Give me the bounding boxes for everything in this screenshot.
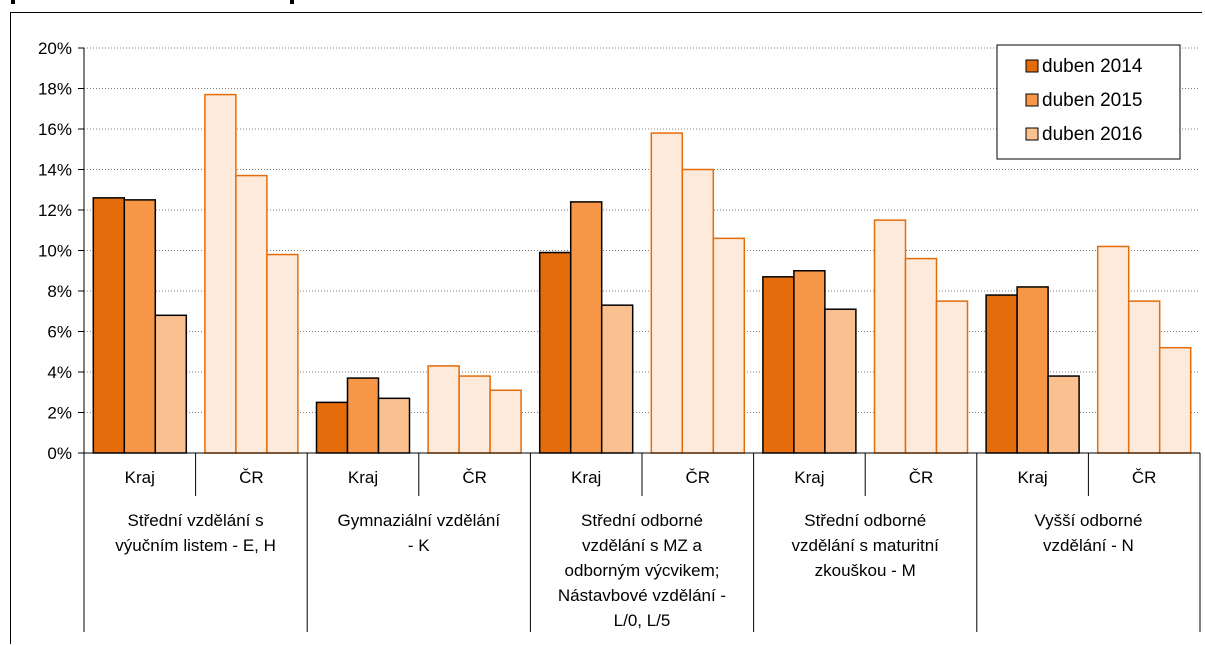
group-label: Gymnaziální vzdělání	[338, 511, 501, 530]
bar-cr-duben-2015	[681, 168, 715, 454]
axes	[78, 47, 1201, 632]
y-tick-label: 2%	[47, 404, 72, 423]
bar-kraj-duben-2014	[762, 276, 795, 454]
subcategory-label: Kraj	[125, 468, 155, 487]
legend-swatch	[1025, 127, 1039, 141]
bar-kraj-duben-2014	[315, 401, 349, 454]
bar-kraj-duben-2016	[600, 304, 634, 454]
group-label: - K	[408, 536, 430, 555]
group-label: zkouškou - M	[815, 561, 916, 580]
y-tick-label: 16%	[38, 120, 72, 139]
legend-swatch	[1025, 59, 1039, 73]
group-label: vzdělání s MZ a	[582, 536, 703, 555]
bar-cr-duben-2015	[458, 375, 491, 454]
legend-swatch	[1025, 93, 1039, 107]
bar-kraj-duben-2014	[92, 197, 126, 454]
y-tick-label: 0%	[47, 444, 72, 463]
y-tick-label: 20%	[38, 39, 72, 58]
y-tick-label: 8%	[47, 282, 72, 301]
bar-cr-duben-2015	[904, 257, 938, 454]
subcategory-label: Kraj	[571, 468, 601, 487]
group-label: vzdělání s maturitní	[791, 536, 939, 555]
y-tick-label: 10%	[38, 242, 72, 261]
subcategory-label: ČR	[462, 468, 487, 487]
bar-kraj-duben-2015	[569, 201, 603, 454]
bar-kraj-duben-2016	[154, 314, 188, 454]
y-tick-label: 18%	[38, 80, 72, 99]
legend-label: duben 2016	[1042, 124, 1142, 145]
subcategory-label: Kraj	[1017, 468, 1047, 487]
bar-kraj-duben-2016	[824, 308, 857, 454]
top-strip-decoration	[0, 0, 300, 4]
legend-label: duben 2015	[1042, 90, 1142, 111]
legend: duben 2014 duben 2015 duben 2016	[996, 44, 1181, 160]
subcategory-label: ČR	[1132, 468, 1157, 487]
y-tick-label: 4%	[47, 363, 72, 382]
bar-cr-duben-2016	[712, 237, 746, 454]
bar-cr-duben-2016	[935, 300, 969, 454]
bar-kraj-duben-2014	[985, 294, 1018, 454]
bar-cr-duben-2014	[204, 93, 237, 454]
group-label: L/0, L/5	[614, 611, 671, 630]
bar-cr-duben-2015	[235, 174, 268, 454]
y-tick-label: 6%	[47, 323, 72, 342]
y-tick-label: 12%	[38, 201, 72, 220]
bar-cr-duben-2016	[489, 389, 522, 454]
bar-kraj-duben-2015	[1016, 286, 1049, 454]
y-tick-label: 14%	[38, 161, 72, 180]
bar-kraj-duben-2015	[793, 270, 826, 454]
bar-kraj-duben-2016	[1047, 375, 1080, 454]
bar-kraj-duben-2015	[123, 199, 157, 454]
bar-kraj-duben-2015	[346, 377, 380, 454]
bars	[92, 93, 1192, 454]
subcategory-label: ČR	[909, 468, 934, 487]
bar-cr-duben-2014	[873, 219, 907, 454]
bar-kraj-duben-2016	[377, 397, 411, 454]
subcategory-label: ČR	[239, 468, 264, 487]
group-label: Střední odborné	[581, 511, 703, 530]
subcategory-label: Kraj	[794, 468, 824, 487]
subcategory-label: ČR	[686, 468, 711, 487]
group-label: vzdělání - N	[1043, 536, 1134, 555]
subcategory-label: Kraj	[348, 468, 378, 487]
bar-cr-duben-2016	[266, 253, 299, 454]
group-label: Nástavbové vzdělání -	[558, 586, 726, 605]
bar-cr-duben-2014	[427, 365, 460, 454]
group-label: Vyšší odborné	[1034, 511, 1142, 530]
group-label: Střední vzdělání s	[128, 511, 264, 530]
bar-cr-duben-2016	[1158, 346, 1192, 454]
bar-kraj-duben-2014	[538, 251, 572, 454]
group-label: Střední odborné	[804, 511, 926, 530]
bar-cr-duben-2014	[1096, 245, 1130, 454]
chart-frame	[10, 12, 1202, 644]
y-tick-labels: 0% 2% 4% 6% 8% 10% 12% 14% 16% 18% 20%	[38, 39, 72, 463]
group-label: odborným výcvikem;	[565, 561, 720, 580]
bar-cr-duben-2015	[1127, 300, 1161, 454]
group-label: výučním listem - E, H	[115, 536, 276, 555]
category-labels: Kraj ČR Střední vzdělání s výučním listem -…	[115, 468, 1156, 630]
legend-label: duben 2014	[1042, 56, 1143, 77]
bar-cr-duben-2014	[650, 132, 684, 454]
